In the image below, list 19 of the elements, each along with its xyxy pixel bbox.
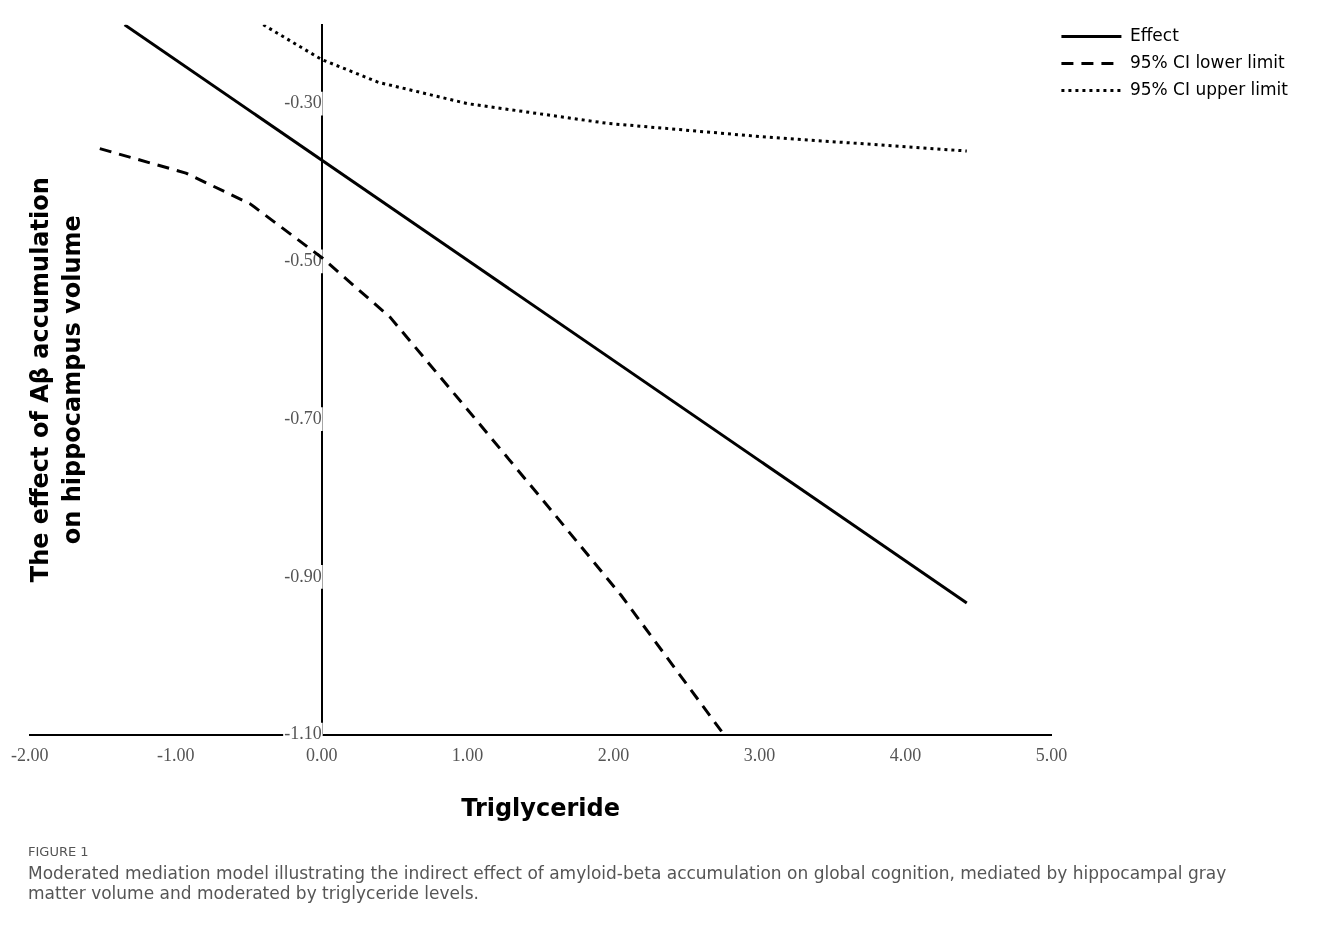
x-tick-label: 5.00	[1035, 745, 1068, 766]
x-tick-label: -2.00	[11, 745, 49, 766]
y-tick-label: -0.30	[284, 92, 322, 113]
y-tick-label: -1.10	[284, 723, 322, 744]
x-tick-label: 0.00	[305, 745, 338, 766]
legend-label: 95% CI lower limit	[1129, 51, 1286, 72]
legend-label: Effect	[1129, 24, 1180, 45]
x-tick-label: -1.00	[156, 745, 195, 766]
caption: FIGURE 1	[28, 844, 90, 859]
text: Moderated mediation model illustrating the indirect effect of amyloid-beta accumulation on global cognition, mediated by hippocampal gray matter volume and moderated by triglyceride levels.	[28, 863, 1228, 903]
x-tick-label: 2.00	[597, 745, 630, 766]
x-tick-label: 1.00	[451, 745, 484, 766]
x-tick-label: 3.00	[743, 745, 776, 766]
x-axis-title: Triglyceride	[461, 793, 621, 822]
legend-label: 95% CI upper limit	[1129, 78, 1289, 99]
y-tick-label: -0.70	[284, 407, 322, 428]
y-tick-label: -0.90	[284, 565, 322, 586]
y-axis-title: The effect of Aβ accumulation on hippocampus volume	[26, 177, 86, 583]
x-tick-label: 4.00	[889, 745, 922, 766]
